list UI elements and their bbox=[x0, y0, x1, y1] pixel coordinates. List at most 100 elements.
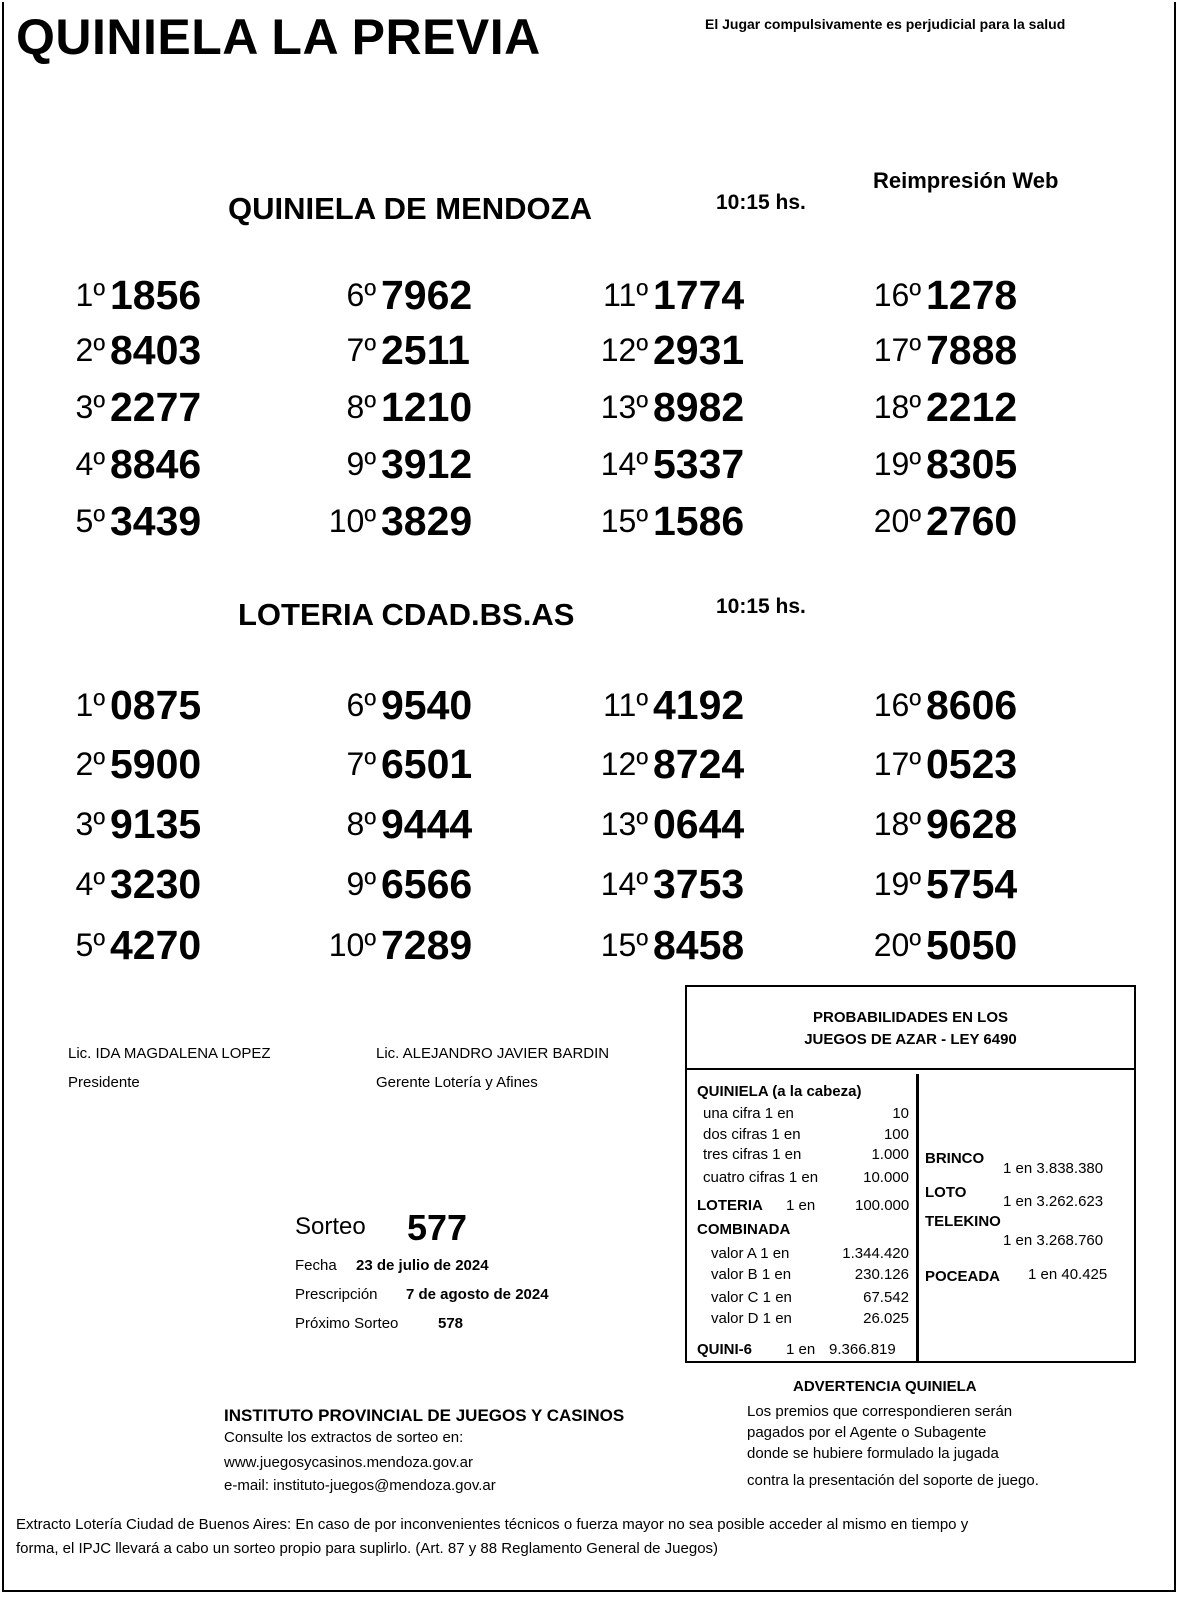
result-entry: 9º 3912 bbox=[286, 439, 473, 489]
odds-value: 10.000 bbox=[863, 1169, 909, 1186]
result-entry: 1º 0875 bbox=[15, 680, 202, 730]
result-entry: 18º 2212 bbox=[831, 382, 1018, 432]
advertencia-line: pagados por el Agente o Subagente bbox=[747, 1424, 987, 1441]
probabilities-header: PROBABILIDADES EN LOS JUEGOS DE AZAR - L… bbox=[687, 987, 1134, 1070]
mendoza-time: 10:15 hs. bbox=[716, 191, 806, 214]
page-border bbox=[2, 2, 1176, 1592]
result-entry: 13º 0644 bbox=[558, 799, 745, 849]
result-position: 3º bbox=[75, 805, 105, 842]
result-entry: 8º 9444 bbox=[286, 799, 473, 849]
fecha-label: Fecha bbox=[295, 1257, 337, 1274]
result-entry: 20º 2760 bbox=[831, 496, 1018, 546]
result-entry: 11º 4192 bbox=[558, 680, 744, 730]
result-entry: 18º 9628 bbox=[831, 799, 1018, 849]
signature-role: Presidente bbox=[68, 1074, 140, 1091]
result-number: 8724 bbox=[653, 740, 745, 787]
signature-name: Lic. ALEJANDRO JAVIER BARDIN bbox=[376, 1045, 610, 1062]
result-position: 11º bbox=[603, 276, 648, 313]
probabilities-title: PROBABILIDADES EN LOS bbox=[812, 1009, 1008, 1026]
result-position: 8º bbox=[346, 388, 376, 425]
result-entry: 7º 6501 bbox=[286, 739, 473, 789]
odds-value: 230.126 bbox=[854, 1266, 909, 1283]
result-position: 3º bbox=[75, 388, 105, 425]
result-entry: 15º 8458 bbox=[558, 920, 745, 970]
quini6-value: 9.366.819 bbox=[829, 1341, 896, 1358]
result-number: 1278 bbox=[926, 271, 1018, 318]
result-position: 7º bbox=[346, 331, 376, 368]
result-entry: 17º 0523 bbox=[831, 739, 1018, 789]
result-position: 19º bbox=[873, 445, 921, 482]
proximo-value: 578 bbox=[438, 1315, 464, 1332]
result-position: 4º bbox=[75, 865, 105, 902]
odds-label: cuatro cifras 1 en bbox=[703, 1169, 819, 1186]
result-position: 6º bbox=[346, 276, 376, 313]
result-position: 11º bbox=[603, 686, 648, 723]
reprint-label: Reimpresión Web bbox=[873, 168, 1059, 193]
result-entry: 16º 1278 bbox=[831, 270, 1018, 320]
result-entry: 12º 8724 bbox=[558, 739, 745, 789]
quini6-label: QUINI-6 bbox=[697, 1341, 753, 1358]
brinco-label: BRINCO bbox=[925, 1150, 985, 1167]
result-number: 9628 bbox=[926, 800, 1018, 847]
sorteo-number: 577 bbox=[407, 1207, 468, 1248]
quiniela-odds-title: QUINIELA (a la cabeza) bbox=[697, 1083, 862, 1100]
result-position: 5º bbox=[75, 926, 105, 963]
loteria-time: 10:15 hs. bbox=[716, 595, 806, 618]
instituto-website-link[interactable]: www.juegosycasinos.mendoza.gov.ar bbox=[224, 1454, 474, 1471]
instituto-email-link[interactable]: e-mail: instituto-juegos@mendoza.gov.ar bbox=[224, 1477, 496, 1494]
result-position: 15º bbox=[600, 926, 648, 963]
odds-label: valor B 1 en bbox=[711, 1266, 792, 1283]
result-position: 9º bbox=[346, 865, 376, 902]
mendoza-title: QUINIELA DE MENDOZA bbox=[228, 191, 592, 226]
result-number: 4192 bbox=[653, 681, 745, 728]
result-number: 7888 bbox=[926, 326, 1018, 373]
result-entry: 11º 1774 bbox=[558, 270, 744, 320]
loteria-odds-value: 100.000 bbox=[855, 1197, 910, 1214]
result-position: 10º bbox=[328, 926, 376, 963]
result-number: 3439 bbox=[110, 497, 202, 544]
result-entry: 5º 3439 bbox=[15, 496, 202, 546]
result-number: 0875 bbox=[110, 681, 202, 728]
result-position: 18º bbox=[873, 388, 921, 425]
fecha-value: 23 de julio de 2024 bbox=[356, 1257, 489, 1274]
result-number: 8606 bbox=[926, 681, 1018, 728]
result-number: 8403 bbox=[110, 326, 202, 373]
prescripcion-value: 7 de agosto de 2024 bbox=[406, 1286, 549, 1303]
result-number: 6501 bbox=[381, 740, 473, 787]
result-position: 17º bbox=[873, 331, 921, 368]
advertencia-line: Los premios que correspondieren serán bbox=[747, 1403, 1013, 1420]
result-entry: 10º 7289 bbox=[286, 920, 473, 970]
column-divider bbox=[916, 1074, 919, 1361]
probabilities-subtitle: JUEGOS DE AZAR - LEY 6490 bbox=[804, 1031, 1017, 1048]
result-entry: 16º 8606 bbox=[831, 680, 1018, 730]
result-position: 9º bbox=[346, 445, 376, 482]
footer-note: Extracto Lotería Ciudad de Buenos Aires:… bbox=[16, 1516, 969, 1533]
result-entry: 4º 3230 bbox=[15, 859, 202, 909]
result-number: 0523 bbox=[926, 740, 1018, 787]
result-position: 20º bbox=[873, 926, 921, 963]
probabilities-box: PROBABILIDADES EN LOS JUEGOS DE AZAR - L… bbox=[685, 985, 1136, 1363]
result-position: 12º bbox=[600, 331, 648, 368]
result-entry: 14º 5337 bbox=[558, 439, 745, 489]
result-entry: 17º 7888 bbox=[831, 325, 1018, 375]
result-number: 9444 bbox=[381, 800, 473, 847]
result-entry: 7º 2511 bbox=[286, 325, 470, 375]
result-position: 13º bbox=[600, 805, 648, 842]
result-number: 3753 bbox=[653, 860, 745, 907]
loto-label: LOTO bbox=[925, 1184, 967, 1201]
result-entry: 19º 5754 bbox=[831, 859, 1018, 909]
odds-label: tres cifras 1 en bbox=[703, 1146, 802, 1163]
loto-value: 1 en 3.262.623 bbox=[1003, 1193, 1104, 1210]
result-position: 16º bbox=[873, 276, 921, 313]
result-entry: 3º 9135 bbox=[15, 799, 202, 849]
odds-label: dos cifras 1 en bbox=[703, 1126, 801, 1143]
result-position: 10º bbox=[328, 502, 376, 539]
odds-label: una cifra 1 en bbox=[703, 1105, 794, 1122]
result-number: 2511 bbox=[381, 326, 470, 373]
result-entry: 15º 1586 bbox=[558, 496, 745, 546]
advertencia-line: contra la presentación del soporte de ju… bbox=[747, 1472, 1039, 1489]
result-position: 18º bbox=[873, 805, 921, 842]
odds-value: 1.344.420 bbox=[842, 1245, 909, 1262]
result-entry: 2º 8403 bbox=[15, 325, 202, 375]
result-entry: 1º 1856 bbox=[15, 270, 202, 320]
